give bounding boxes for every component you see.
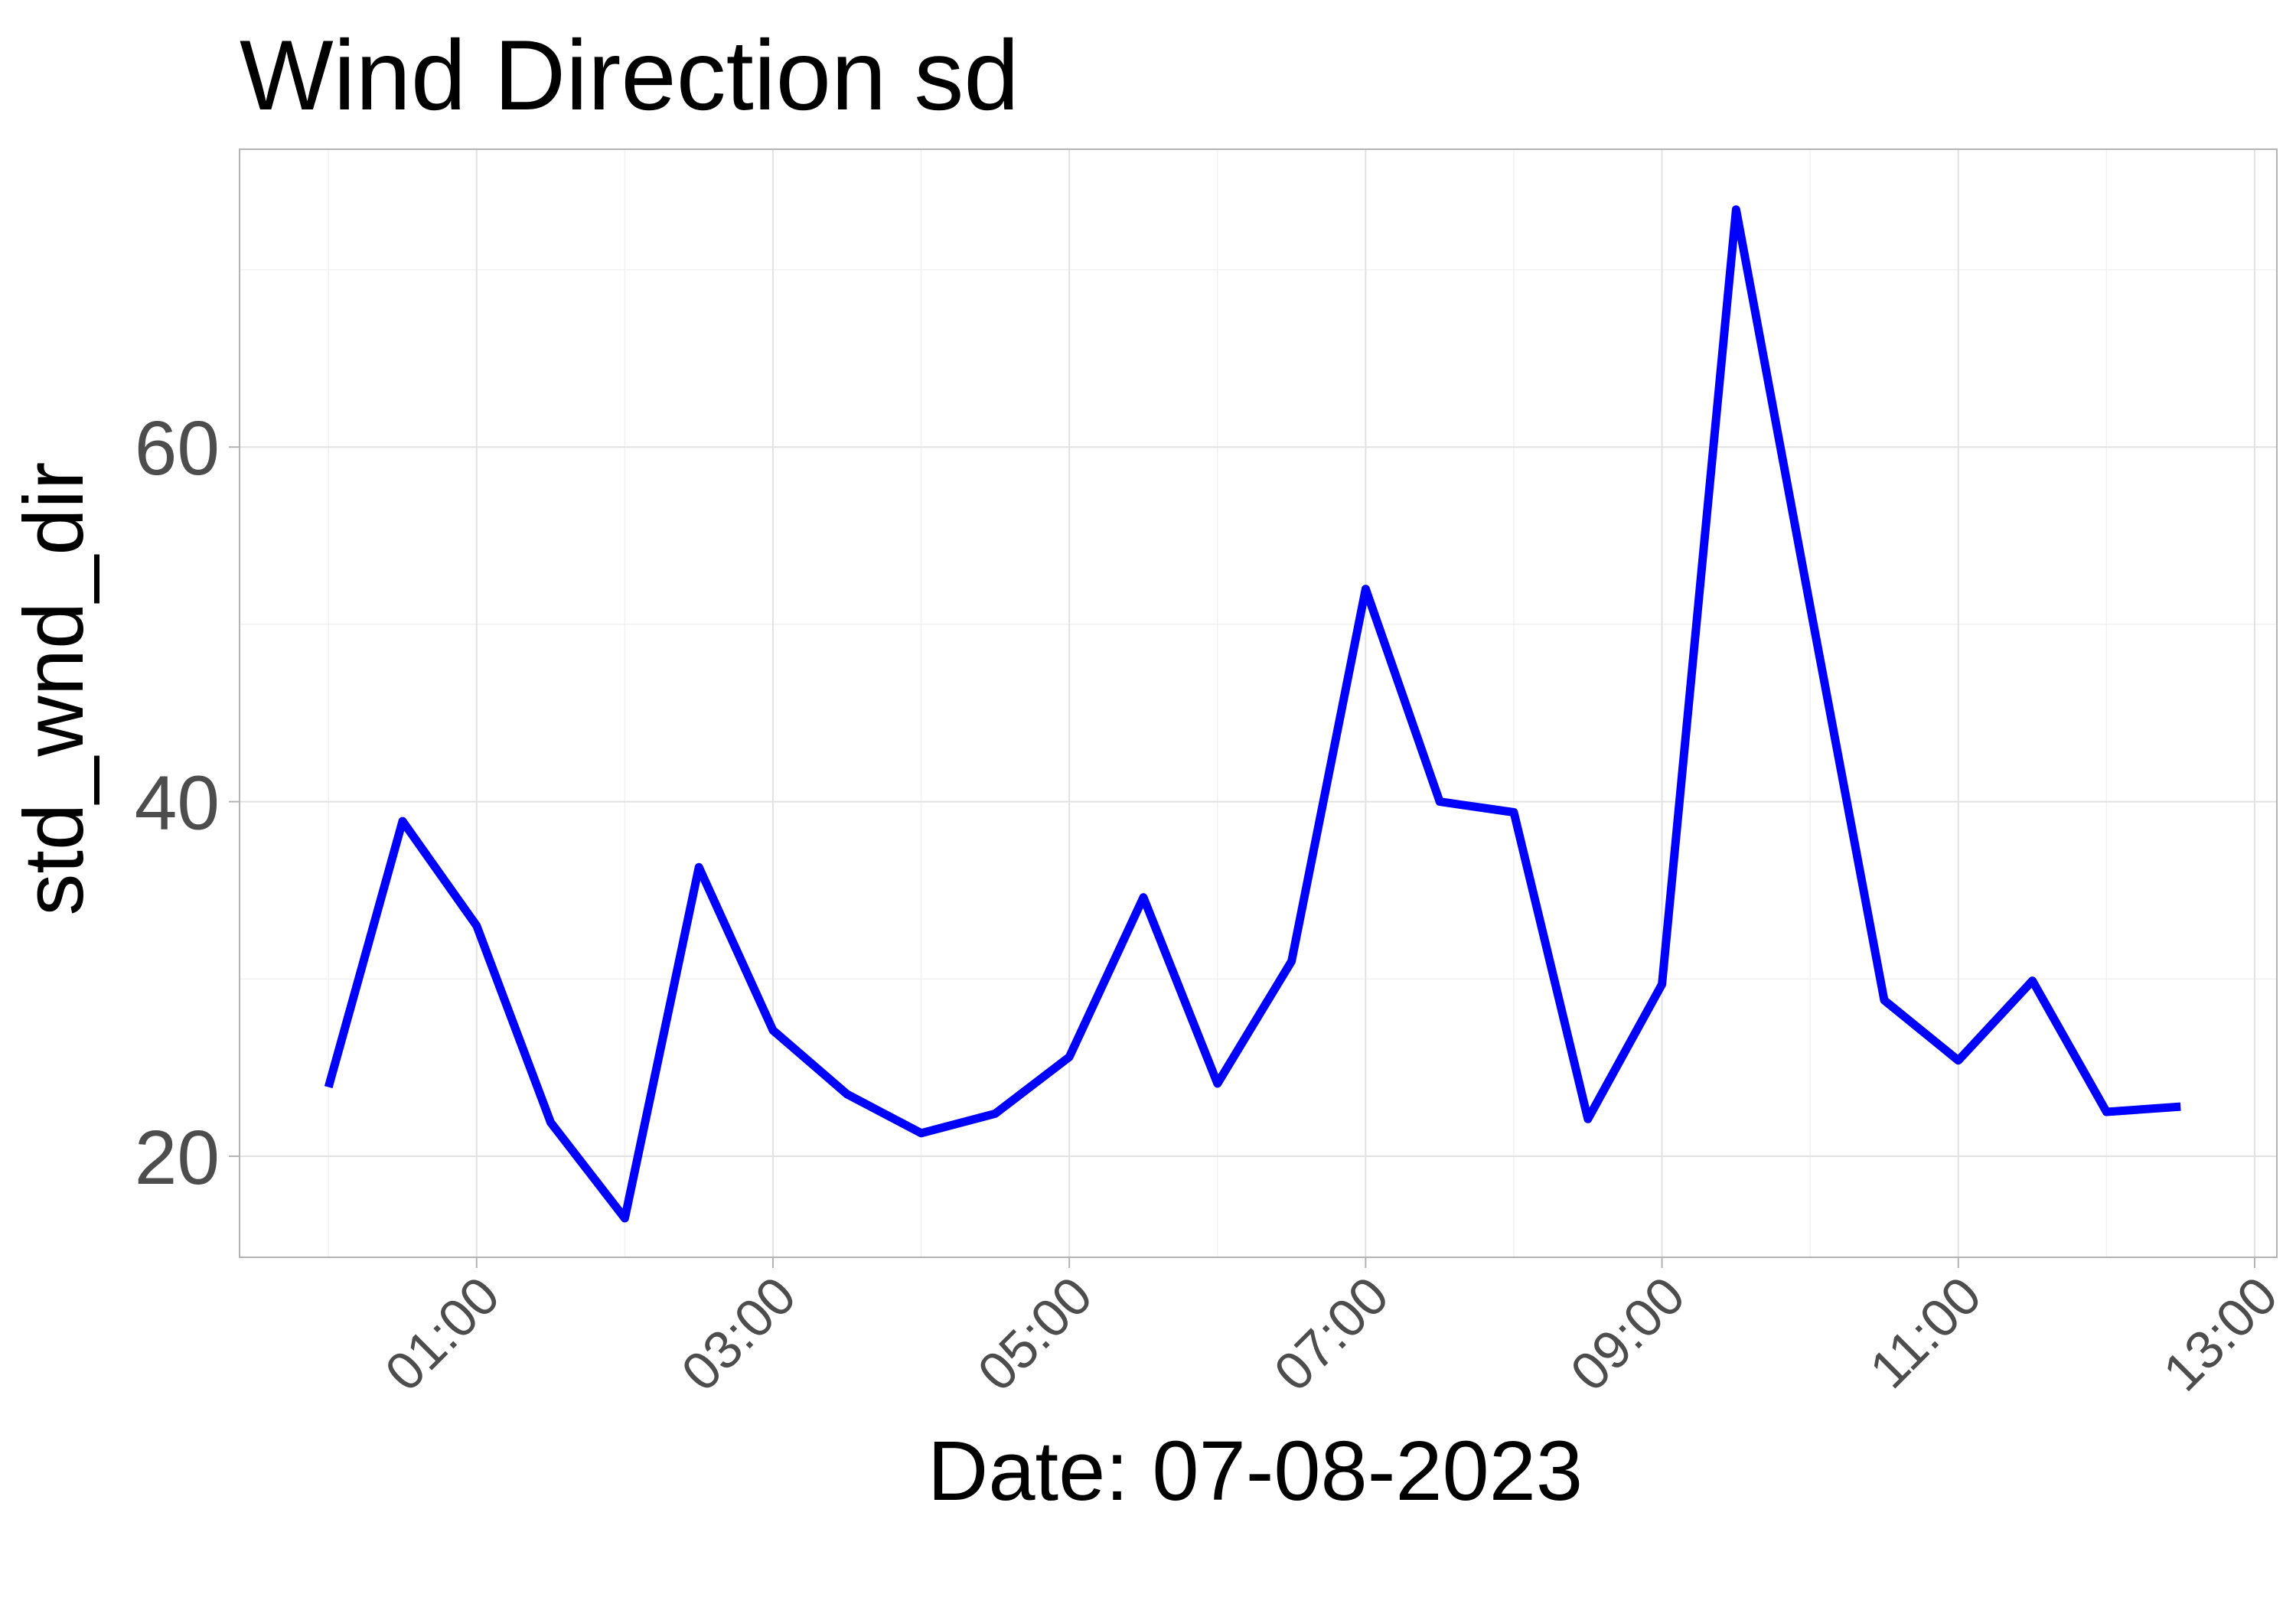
y-tick-label: 20 — [135, 1115, 220, 1201]
x-tick-label: 05:00 — [967, 1265, 1104, 1402]
plot-panel-border — [239, 148, 2278, 1258]
y-axis-title: std_wnd_dir — [7, 461, 101, 915]
y-tick-label: 60 — [135, 406, 220, 491]
chart-title: Wind Direction sd — [240, 19, 1019, 131]
series-line — [324, 205, 2181, 1223]
x-tick-label: 11:00 — [1858, 1265, 1992, 1399]
x-axis-ticks: 01:00 03:00 05:00 07:00 09:00 11:00 13:00 — [373, 1257, 2289, 1402]
x-tick-label: 03:00 — [670, 1265, 807, 1402]
y-tick-label: 40 — [135, 761, 220, 846]
x-tick-label: 13:00 — [2152, 1265, 2289, 1402]
x-tick-label: 07:00 — [1263, 1265, 1400, 1402]
major-gridlines-x — [475, 149, 2255, 1257]
y-axis-ticks: 20 40 60 — [135, 406, 240, 1201]
x-tick-label: 09:00 — [1559, 1265, 1696, 1402]
minor-gridlines-x — [328, 149, 2107, 1257]
x-axis-title: Date: 07-08-2023 — [928, 1424, 1583, 1518]
series-layer — [324, 205, 2181, 1223]
x-tick-label: 01:00 — [373, 1265, 510, 1402]
minor-gridlines-y — [240, 269, 2277, 980]
